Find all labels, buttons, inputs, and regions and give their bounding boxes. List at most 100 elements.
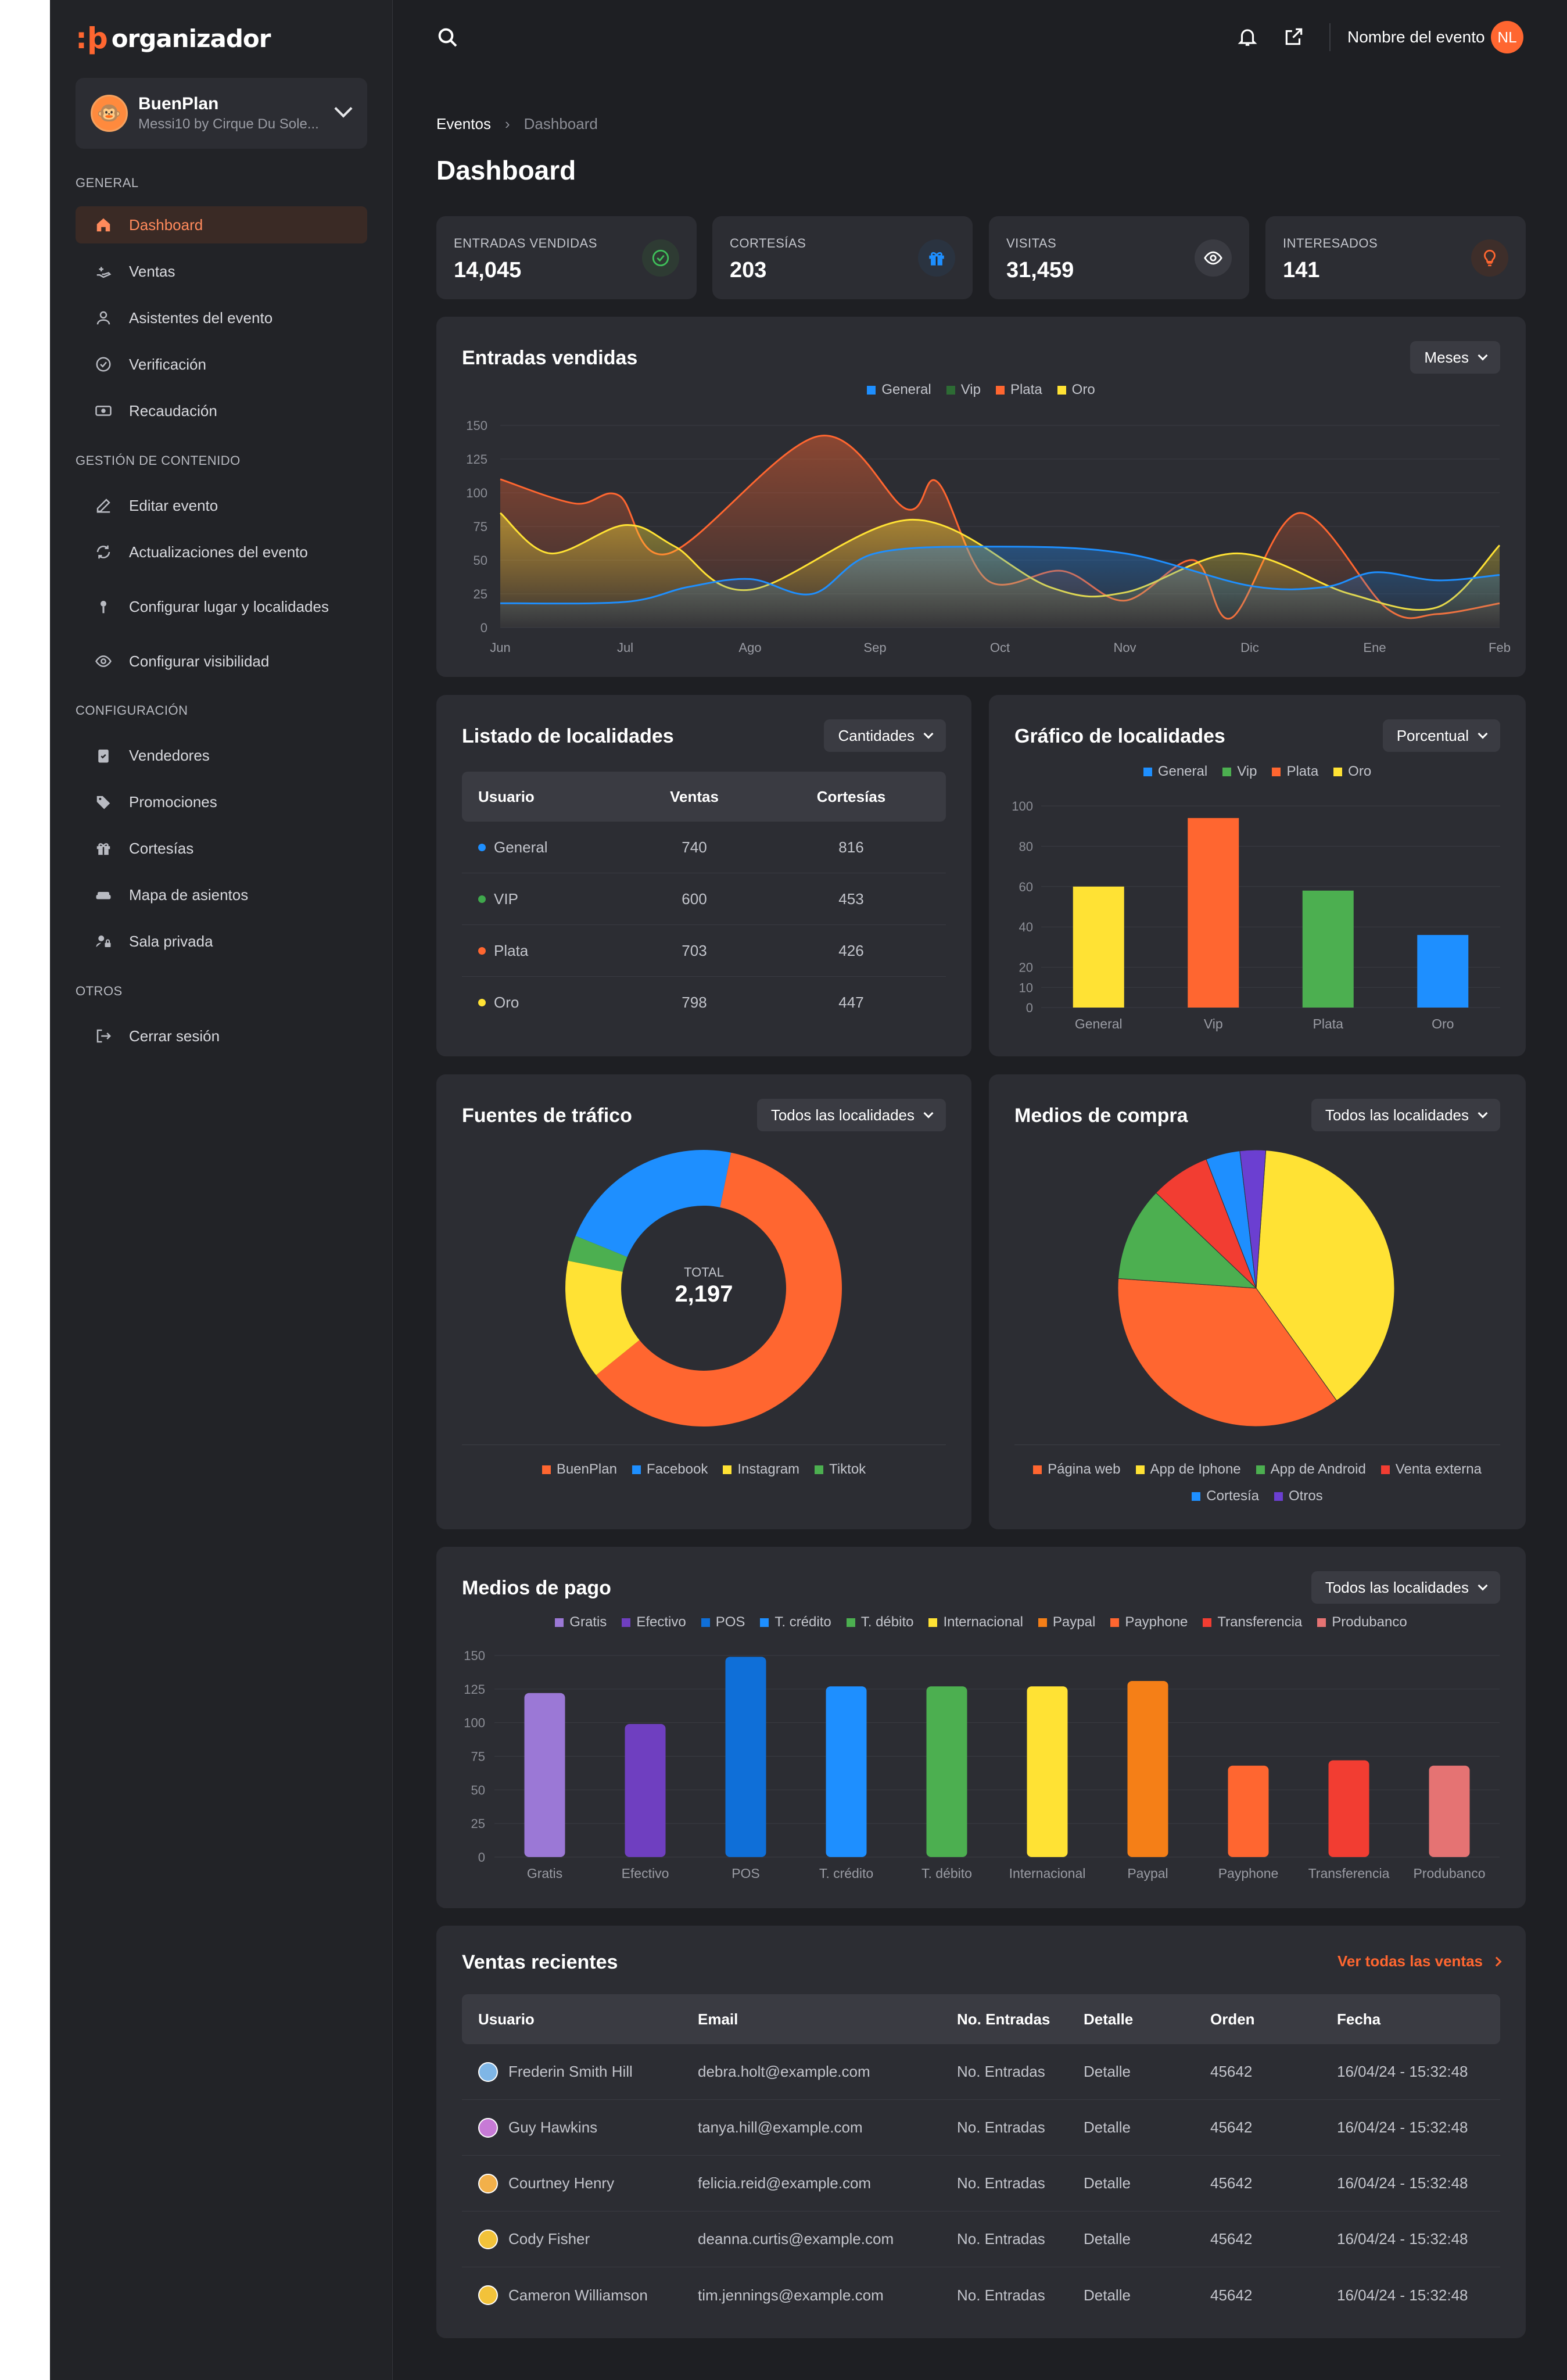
legend-item[interactable]: Página web — [1033, 1461, 1121, 1478]
sidebar-item-promociones[interactable]: Promociones — [76, 783, 367, 820]
column-header[interactable]: Ventas — [670, 787, 719, 805]
bar-gratis[interactable] — [524, 1693, 565, 1857]
legend-item[interactable]: Paypal — [1038, 1614, 1095, 1630]
legend-item[interactable]: Payphone — [1110, 1614, 1188, 1630]
pie-slice-página-web[interactable] — [1117, 1278, 1337, 1427]
table-row[interactable]: General 740 816 — [462, 822, 946, 873]
donut-slice-instagram[interactable] — [565, 1260, 640, 1375]
bar-t-débito[interactable] — [926, 1686, 967, 1857]
detalle-cell[interactable]: Detalle — [1084, 2267, 1131, 2323]
legend-item[interactable]: Oro — [1057, 382, 1095, 398]
bar-produbanco[interactable] — [1429, 1765, 1470, 1857]
table-row[interactable]: Courtney Henry felicia.reid@example.com No… — [462, 2156, 1500, 2211]
localidades-chart-dropdown[interactable]: Porcentual — [1382, 719, 1500, 752]
table-row[interactable]: Cameron Williamson tim.jennings@example.c… — [462, 2267, 1500, 2323]
legend-item[interactable]: General — [1143, 764, 1207, 780]
bar-vip[interactable] — [1188, 818, 1239, 1008]
column-header[interactable]: Usuario — [478, 787, 535, 805]
legend-item[interactable]: Otros — [1274, 1488, 1323, 1504]
sidebar-item-configurar-lugar-y-localidades[interactable]: Configurar lugar y localidades — [76, 588, 367, 625]
legend-item[interactable]: Vip — [1222, 764, 1257, 780]
legend-item[interactable]: Facebook — [632, 1461, 708, 1478]
detalle-cell[interactable]: Detalle — [1084, 2211, 1131, 2267]
sidebar-item-dashboard[interactable]: Dashboard — [76, 206, 367, 243]
bar-payphone[interactable] — [1228, 1765, 1269, 1857]
legend-item[interactable]: BuenPlan — [542, 1461, 617, 1478]
breadcrumb-parent[interactable]: Eventos — [436, 115, 491, 132]
legend-item[interactable]: POS — [701, 1614, 745, 1630]
user-avatar[interactable]: NL — [1491, 21, 1523, 53]
legend-item[interactable]: Venta externa — [1380, 1461, 1482, 1478]
detalle-cell[interactable]: Detalle — [1084, 2156, 1131, 2211]
column-header[interactable]: No. Entradas — [957, 2010, 1050, 2028]
bar-pos[interactable] — [725, 1657, 766, 1857]
bar-transferencia[interactable] — [1328, 1760, 1369, 1857]
compra-dropdown[interactable]: Todos las localidades — [1311, 1099, 1500, 1131]
donut-slice-facebook[interactable] — [575, 1150, 731, 1257]
trafico-dropdown[interactable]: Todos las localidades — [756, 1099, 946, 1131]
legend-item[interactable]: General — [867, 382, 931, 398]
legend-item[interactable]: Plata — [1272, 764, 1318, 780]
sidebar-item-editar-evento[interactable]: Editar evento — [76, 487, 367, 524]
series-line-general[interactable] — [500, 546, 1500, 605]
sidebar-item-verificación[interactable]: Verificación — [76, 346, 367, 383]
pie-slice-otros[interactable] — [1239, 1149, 1267, 1289]
bar-t-crédito[interactable] — [826, 1686, 867, 1857]
legend-item[interactable]: Tiktok — [815, 1461, 866, 1478]
legend-item[interactable]: App de Android — [1256, 1461, 1366, 1478]
sidebar-item-vendedores[interactable]: Vendedores — [76, 737, 367, 774]
sidebar-item-actualizaciones-del-evento[interactable]: Actualizaciones del evento — [76, 533, 367, 571]
bell-icon[interactable] — [1236, 26, 1258, 48]
search-icon[interactable] — [436, 26, 459, 49]
column-header[interactable]: Fecha — [1337, 2010, 1381, 2028]
table-row[interactable]: Guy Hawkins tanya.hill@example.com No. Ent… — [462, 2100, 1500, 2156]
donut-slice-tiktok[interactable] — [568, 1235, 627, 1272]
legend-item[interactable]: T. débito — [846, 1614, 913, 1630]
column-header[interactable]: Detalle — [1084, 2010, 1134, 2028]
pie-slice-venta-externa[interactable] — [1155, 1159, 1257, 1289]
sidebar-item-configurar-visibilidad[interactable]: Configurar visibilidad — [76, 643, 367, 680]
legend-item[interactable]: T. crédito — [760, 1614, 831, 1630]
sidebar-item-ventas[interactable]: Ventas — [76, 253, 367, 290]
brand-logo[interactable]: :þ organizador — [76, 21, 271, 55]
column-header[interactable]: Cortesías — [816, 787, 886, 805]
bar-oro[interactable] — [1417, 935, 1469, 1008]
sidebar-item-cerrar-sesión[interactable]: Cerrar sesión — [76, 1017, 367, 1055]
period-dropdown[interactable]: Meses — [1410, 341, 1500, 374]
column-header[interactable]: Usuario — [478, 2010, 535, 2028]
pie-slice-app-de-android[interactable] — [1118, 1192, 1257, 1289]
table-row[interactable]: Plata 703 426 — [462, 925, 946, 977]
ver-todas-link[interactable]: Ver todas las ventas — [1337, 1952, 1502, 1970]
detalle-cell[interactable]: Detalle — [1084, 2100, 1131, 2155]
sidebar-item-mapa-de-asientos[interactable]: Mapa de asientos — [76, 876, 367, 913]
column-header[interactable]: Email — [698, 2010, 738, 2028]
sidebar-item-asistentes-del-evento[interactable]: Asistentes del evento — [76, 299, 367, 336]
legend-item[interactable]: Transferencia — [1203, 1614, 1302, 1630]
bar-plata[interactable] — [1302, 890, 1354, 1008]
column-header[interactable]: Orden — [1210, 2010, 1255, 2028]
legend-item[interactable]: App de Iphone — [1135, 1461, 1241, 1478]
legend-item[interactable]: Gratis — [555, 1614, 607, 1630]
localidades-metric-dropdown[interactable]: Cantidades — [824, 719, 946, 752]
table-row[interactable]: Cody Fisher deanna.curtis@example.com No. … — [462, 2211, 1500, 2267]
detalle-cell[interactable]: Detalle — [1084, 2044, 1131, 2099]
legend-item[interactable]: Cortesía — [1192, 1488, 1259, 1504]
bar-general[interactable] — [1073, 886, 1124, 1008]
event-name[interactable]: Nombre del evento — [1347, 28, 1485, 46]
table-row[interactable]: VIP 600 453 — [462, 873, 946, 925]
sidebar-item-sala-privada[interactable]: Sala privada — [76, 923, 367, 960]
pie-slice-app-de-iphone[interactable] — [1256, 1150, 1395, 1402]
sidebar-item-cortesías[interactable]: Cortesías — [76, 830, 367, 867]
legend-item[interactable]: Internacional — [928, 1614, 1023, 1630]
bar-internacional[interactable] — [1027, 1686, 1068, 1857]
bar-paypal[interactable] — [1127, 1680, 1168, 1857]
table-row[interactable]: Frederin Smith Hill debra.holt@example.co… — [462, 2044, 1500, 2100]
donut-slice-buenplan[interactable] — [596, 1152, 842, 1426]
legend-item[interactable]: Oro — [1333, 764, 1371, 780]
table-row[interactable]: Oro 798 447 — [462, 977, 946, 1028]
external-link-icon[interactable] — [1283, 26, 1305, 48]
bar-efectivo[interactable] — [625, 1723, 666, 1857]
legend-item[interactable]: Vip — [946, 382, 981, 398]
org-switcher[interactable]: 🐵 BuenPlan Messi10 by Cirque Du Sole... — [76, 78, 367, 149]
legend-item[interactable]: Produbanco — [1317, 1614, 1407, 1630]
